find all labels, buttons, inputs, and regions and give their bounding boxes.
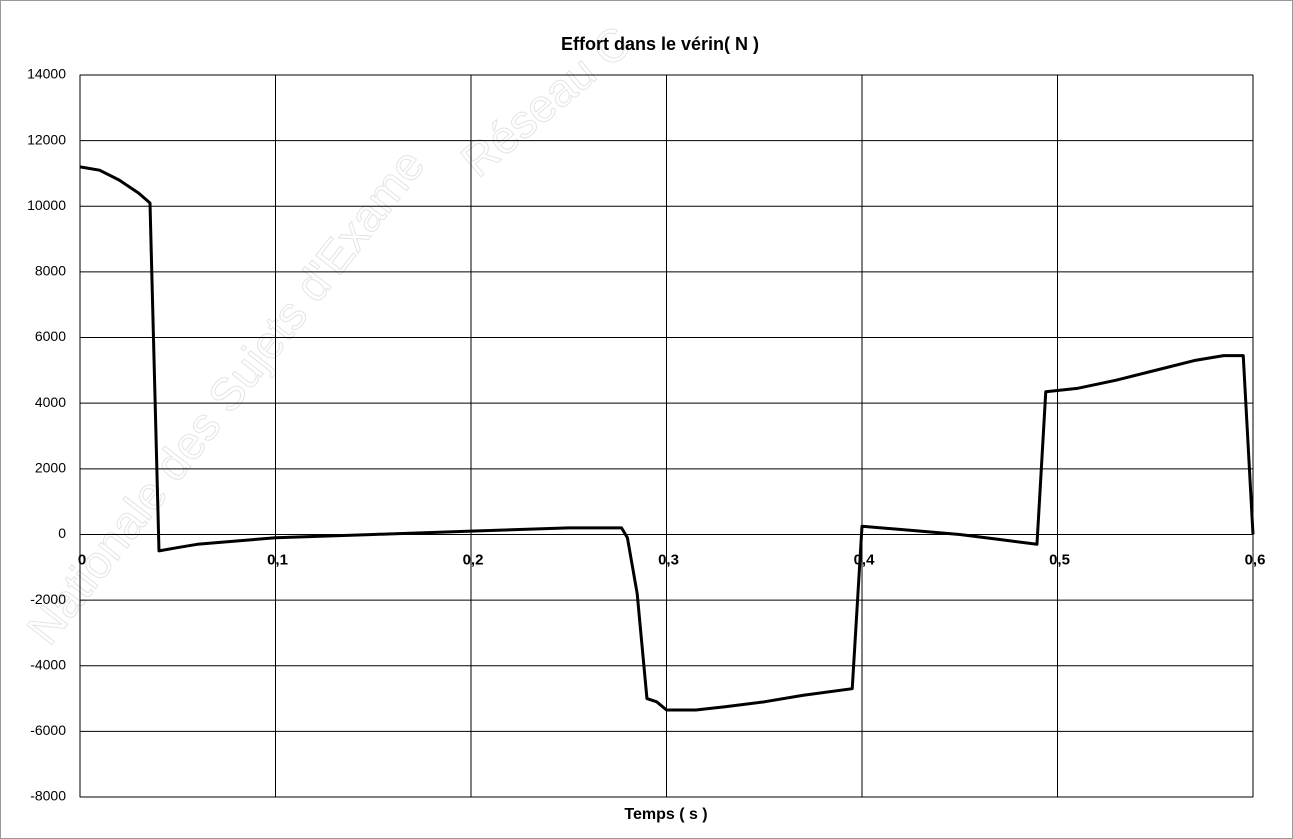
y-tick-label: 0 — [58, 525, 66, 541]
y-tick-label: 10000 — [27, 197, 66, 213]
data-line — [79, 165, 1255, 712]
y-tick-label: 6000 — [35, 328, 66, 344]
y-tick-label: 14000 — [27, 66, 66, 82]
chart-title: Effort dans le vérin( N ) — [561, 34, 759, 54]
x-tick-label: 0,1 — [267, 551, 288, 568]
x-tick-label: 0,3 — [658, 551, 679, 568]
y-tick-label: 8000 — [35, 263, 66, 279]
x-tick-label: 0,5 — [1049, 551, 1070, 568]
x-axis-label: Temps ( s ) — [624, 806, 707, 823]
x-tick-label: 0,6 — [1245, 551, 1266, 568]
y-tick-label: 2000 — [35, 460, 66, 476]
y-tick-label: -2000 — [30, 591, 66, 607]
y-tick-label: -6000 — [30, 722, 66, 738]
y-tick-label: 12000 — [27, 131, 66, 147]
x-tick-label: 0,2 — [463, 551, 484, 568]
y-tick-label: -8000 — [30, 788, 66, 804]
x-tick-label: 0,4 — [854, 551, 876, 568]
x-tick-label: 0 — [78, 551, 86, 568]
y-tick-label: 4000 — [35, 394, 66, 410]
y-tick-label: -4000 — [30, 656, 66, 672]
